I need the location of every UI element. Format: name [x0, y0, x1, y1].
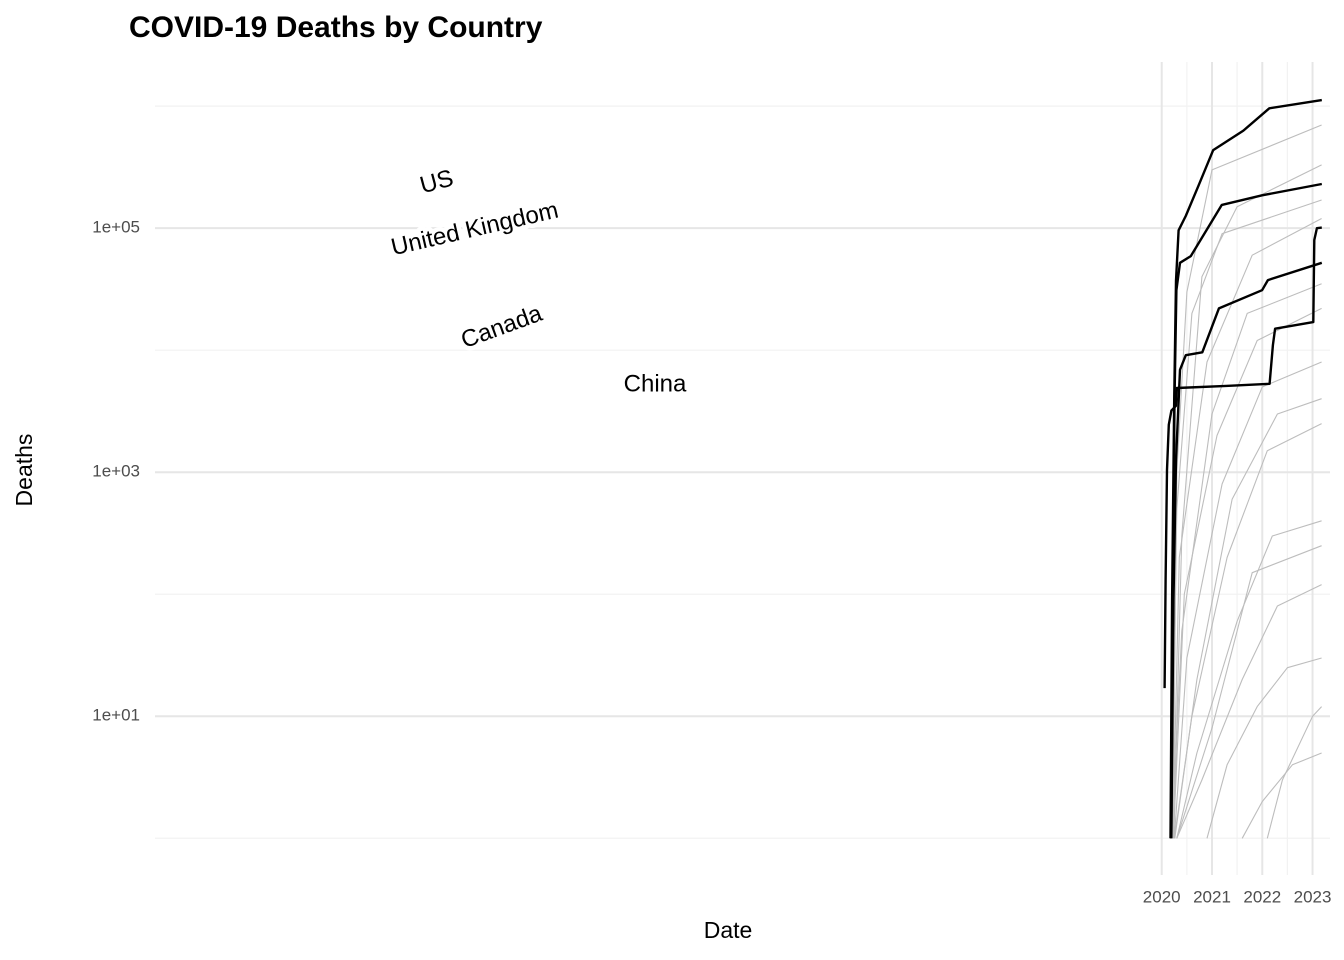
x-tick-label: 2021	[1193, 887, 1231, 906]
y-tick-label: 1e+03	[92, 462, 140, 481]
x-tick-label: 2020	[1143, 887, 1181, 906]
y-tick-label: 1e+01	[92, 706, 140, 725]
country-line	[1176, 520, 1322, 839]
country-line	[1171, 283, 1322, 839]
country-line	[1173, 361, 1322, 839]
country-line	[1266, 706, 1323, 839]
highlight-line	[1170, 261, 1323, 839]
country-line	[1176, 584, 1322, 839]
country-line	[1173, 164, 1322, 839]
grid	[155, 62, 1330, 875]
highlight-line	[1163, 226, 1322, 689]
x-tick-label: 2023	[1294, 887, 1332, 906]
series-label: China	[624, 370, 687, 397]
country-line	[1172, 218, 1322, 839]
x-tick-label: 2022	[1243, 887, 1281, 906]
country-line	[1176, 545, 1322, 839]
country-line	[1241, 752, 1322, 839]
series-label: US	[417, 165, 456, 200]
country-line	[1174, 398, 1322, 839]
x-axis-title: Date	[704, 917, 753, 943]
highlight-line	[1170, 182, 1323, 839]
chart-title: COVID-19 Deaths by Country	[129, 11, 543, 44]
y-tick-label: 1e+05	[92, 218, 140, 237]
country-line	[1172, 307, 1322, 839]
y-axis-title: Deaths	[11, 434, 37, 507]
series-label: Canada	[457, 300, 546, 354]
country-line	[1206, 657, 1322, 839]
plot-area	[1163, 98, 1323, 839]
country-line	[1172, 124, 1322, 839]
